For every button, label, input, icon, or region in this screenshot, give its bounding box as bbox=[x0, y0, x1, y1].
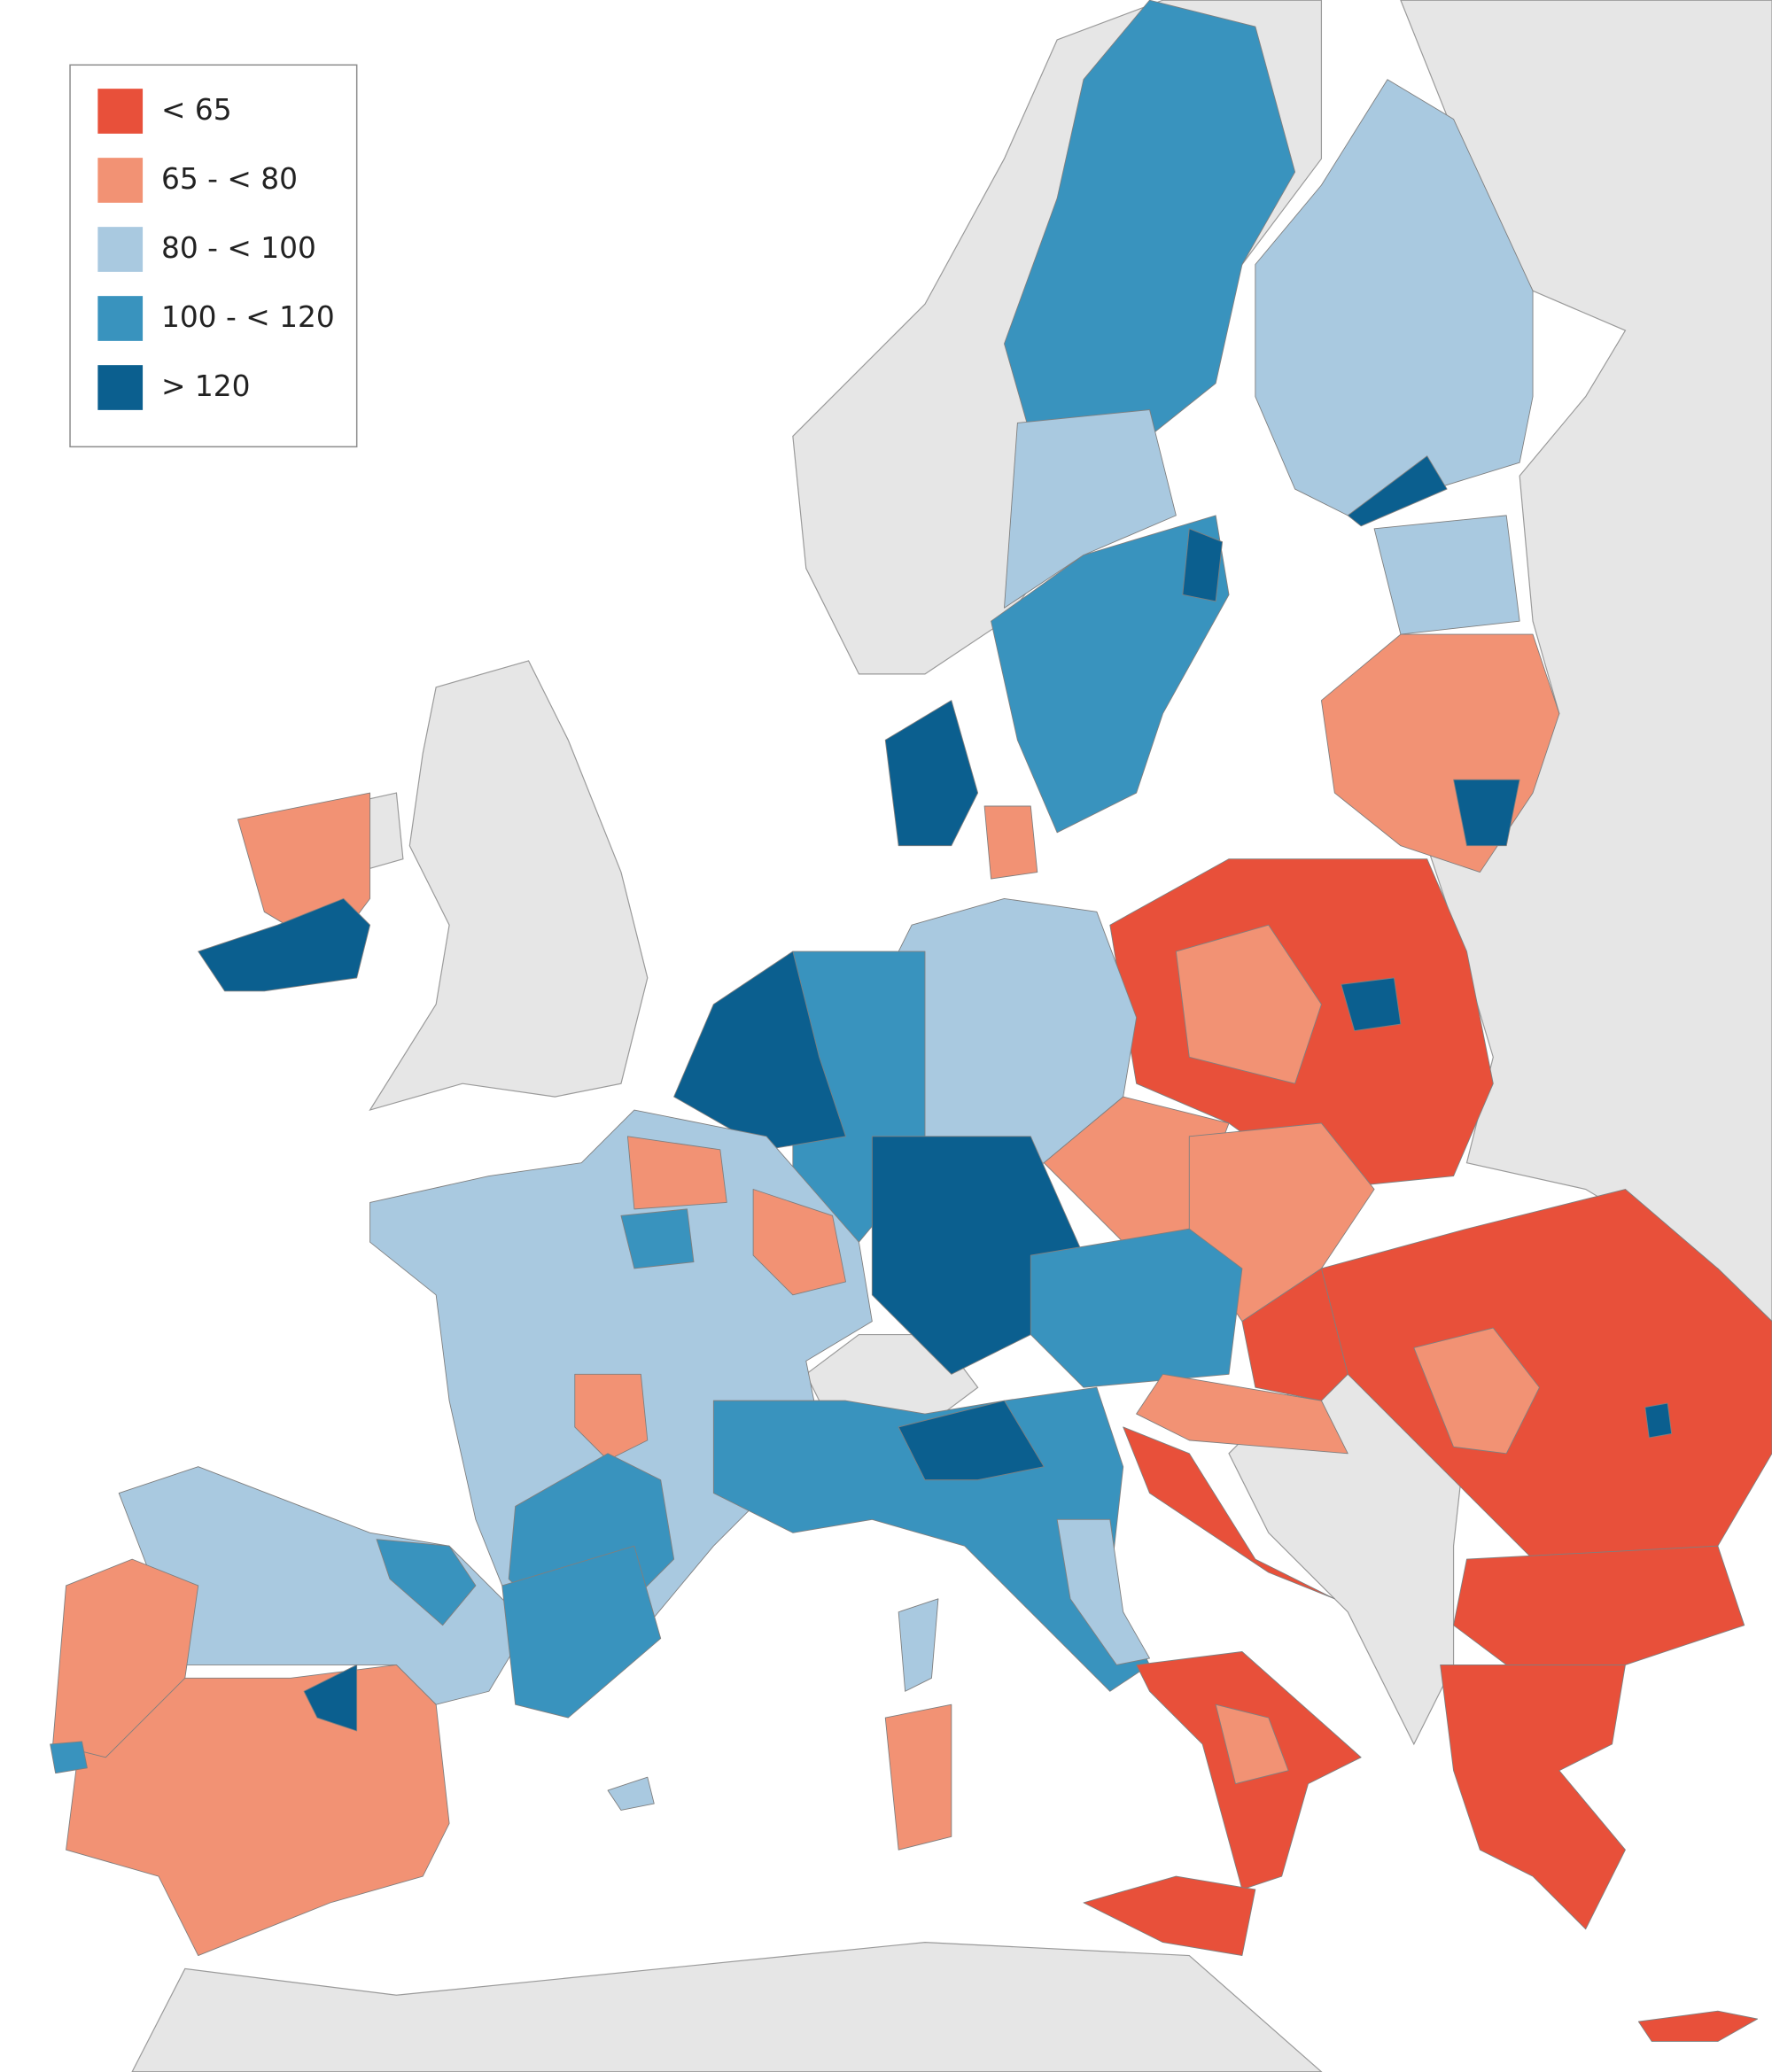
region bbox=[1320, 1189, 1772, 1560]
region bbox=[1637, 2010, 1759, 2042]
region bbox=[1056, 1518, 1150, 1665]
region bbox=[626, 1136, 727, 1210]
region bbox=[1136, 1373, 1348, 1455]
region bbox=[1255, 79, 1534, 516]
legend-label: 80 - < 100 bbox=[161, 231, 316, 265]
region bbox=[1373, 515, 1520, 635]
legend-swatch bbox=[97, 158, 144, 203]
region bbox=[884, 1703, 952, 1851]
region bbox=[1004, 409, 1177, 609]
regions bbox=[50, 0, 1772, 2042]
region bbox=[1083, 1875, 1256, 1956]
region bbox=[1215, 1703, 1289, 1785]
legend-swatch bbox=[97, 227, 144, 272]
region bbox=[673, 951, 846, 1151]
region bbox=[1453, 779, 1520, 847]
region bbox=[118, 1466, 530, 1705]
legend-swatch bbox=[97, 296, 144, 341]
region bbox=[1341, 977, 1402, 1031]
region bbox=[983, 805, 1038, 880]
legend-label: < 65 bbox=[161, 93, 232, 127]
legend-label: 65 - < 80 bbox=[161, 162, 298, 196]
legend-swatch bbox=[97, 365, 144, 410]
region bbox=[50, 1741, 88, 1774]
legend-label: > 120 bbox=[161, 369, 251, 403]
legend-label: 100 - < 120 bbox=[161, 300, 335, 334]
region bbox=[1175, 924, 1322, 1084]
region bbox=[607, 1776, 655, 1811]
region bbox=[1182, 528, 1224, 602]
region bbox=[1347, 455, 1448, 527]
region bbox=[898, 1400, 1045, 1481]
region bbox=[991, 515, 1230, 834]
region bbox=[303, 1664, 358, 1732]
region bbox=[501, 1545, 662, 1719]
region bbox=[898, 1598, 939, 1692]
great-britain bbox=[369, 660, 649, 1112]
legend-swatch bbox=[97, 89, 144, 134]
region bbox=[376, 1539, 477, 1626]
region bbox=[1440, 1664, 1626, 1930]
region bbox=[752, 1189, 846, 1296]
region bbox=[620, 1208, 695, 1269]
region bbox=[198, 897, 371, 992]
region bbox=[1123, 1426, 1335, 1600]
region bbox=[1644, 1402, 1673, 1439]
north-africa bbox=[131, 1942, 1323, 2072]
region bbox=[884, 700, 979, 847]
region bbox=[1030, 1228, 1243, 1388]
region bbox=[1413, 1327, 1540, 1455]
region bbox=[574, 1373, 649, 1461]
region bbox=[66, 1664, 450, 1956]
legend: < 65 65 - < 80 80 - < 100 100 - < 120 > 120 bbox=[69, 64, 358, 448]
